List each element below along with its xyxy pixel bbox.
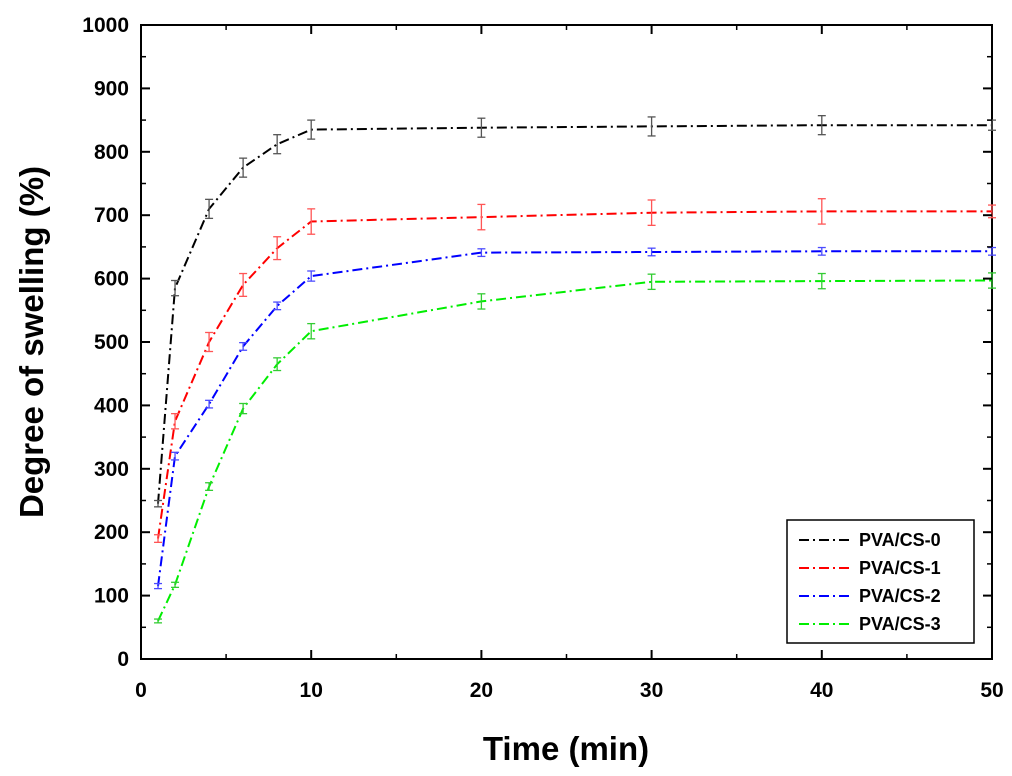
series-line	[157, 124, 992, 504]
x-tick-label: 50	[980, 679, 1003, 702]
x-tick-label: 40	[810, 679, 833, 702]
series-line	[157, 279, 993, 622]
y-tick-label: 100	[94, 585, 129, 608]
series-line	[157, 210, 992, 539]
legend-label: PVA/CS-0	[859, 530, 941, 550]
y-tick-label: 200	[94, 521, 129, 544]
y-tick-label: 500	[94, 331, 129, 354]
series-pva-cs-1	[154, 198, 996, 543]
legend-item: PVA/CS-3	[799, 614, 941, 634]
series-line	[157, 250, 992, 587]
x-tick-label: 10	[300, 679, 323, 702]
x-axis-title: Time (min)	[483, 730, 649, 767]
x-tick-label: 30	[640, 679, 663, 702]
x-tick-label: 20	[470, 679, 493, 702]
legend-label: PVA/CS-3	[859, 614, 941, 634]
legend-label: PVA/CS-2	[859, 586, 941, 606]
legend-label: PVA/CS-1	[859, 558, 941, 578]
y-tick-label: 600	[94, 268, 129, 291]
axis-group: 0 10 20 30 40 5001002003004005006007008009001…	[82, 14, 1003, 702]
legend-item: PVA/CS-2	[799, 586, 941, 606]
y-tick-label: 1000	[82, 14, 129, 37]
series-group	[154, 115, 996, 624]
series-pva-cs-3	[154, 272, 996, 624]
legend-box	[786, 519, 975, 644]
y-tick-label: 700	[94, 204, 129, 227]
series-pva-cs-2	[154, 246, 996, 590]
y-tick-label: 900	[94, 77, 129, 100]
y-tick-label: 300	[94, 458, 129, 481]
legend: PVA/CS-0 PVA/CS-1 PVA/CS-2 PVA/CS-3	[786, 519, 975, 644]
y-tick-label: 0	[117, 648, 129, 671]
x-tick-label: 0	[135, 679, 147, 702]
y-tick-label: 800	[94, 141, 129, 164]
y-tick-label: 400	[94, 394, 129, 417]
legend-item: PVA/CS-0	[799, 530, 941, 550]
legend-item: PVA/CS-1	[799, 558, 941, 578]
y-axis-title: Degree of swelling (%)	[13, 166, 50, 518]
series-pva-cs-0	[154, 115, 996, 508]
